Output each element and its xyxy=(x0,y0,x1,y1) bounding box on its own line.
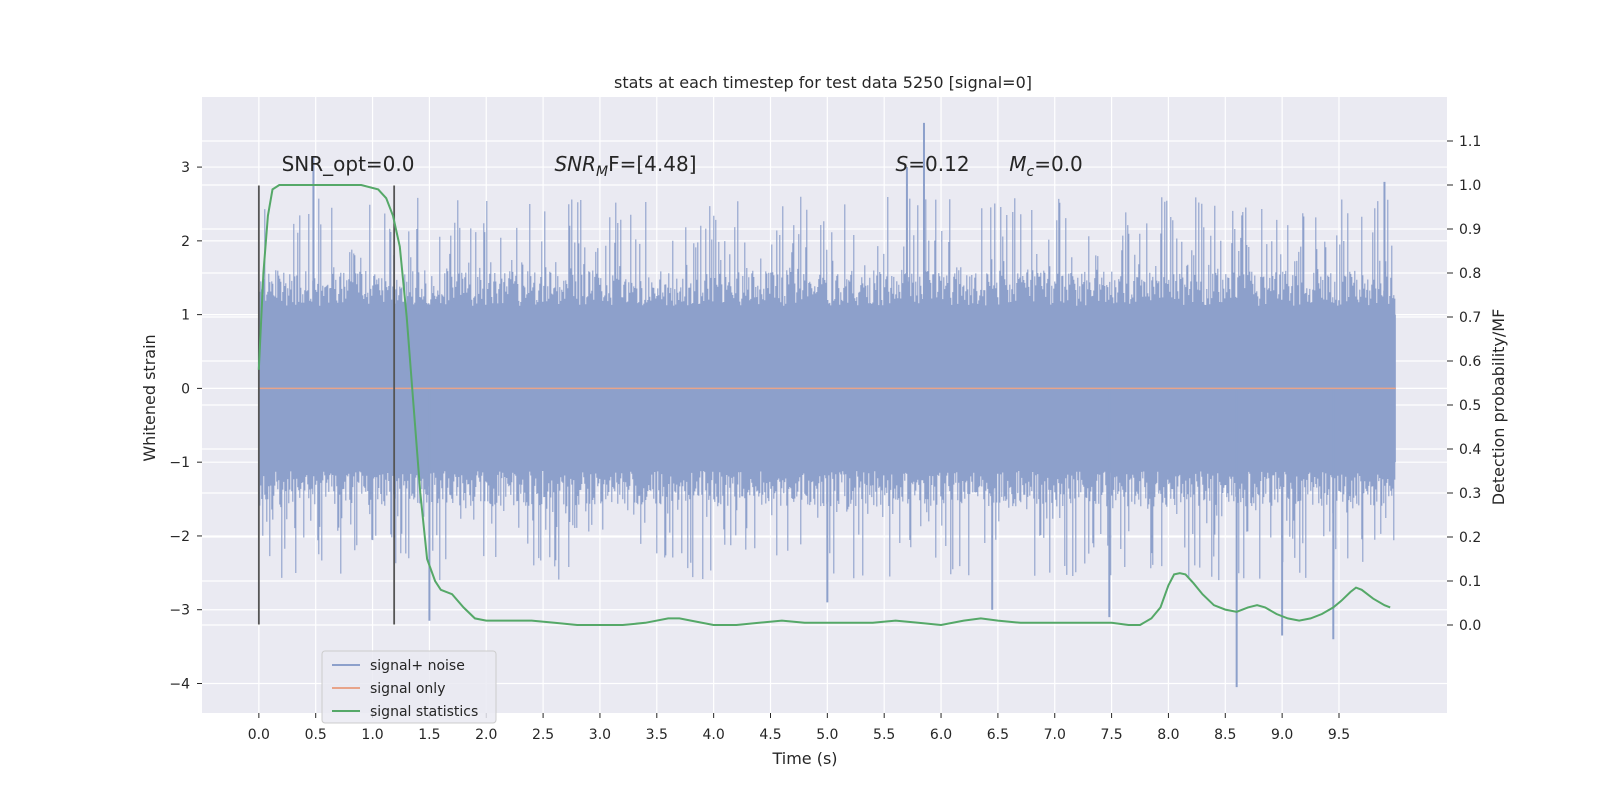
y-axis-label: Whitened strain xyxy=(140,334,159,461)
x-tick-label: 7.0 xyxy=(1044,727,1066,743)
annotations: SNR_opt=0.0 SNRMF=[4.48] S=0.12 Mc=0.0 xyxy=(282,152,1083,180)
x-tick-label: 3.0 xyxy=(589,727,611,743)
legend-box xyxy=(321,650,497,724)
y2-tick-label: 0.4 xyxy=(1459,442,1481,458)
y2-axis-ticks: 0.0 0.1 0.2 0.3 0.4 0.5 0.6 0.7 0.8 0.9 1.0 1.1 xyxy=(1447,134,1481,634)
y2-tick-label: 0.6 xyxy=(1459,354,1481,370)
y-tick-label: 1 xyxy=(181,308,190,324)
y2-tick-label: 0.8 xyxy=(1459,266,1481,282)
x-tick-label: 0.0 xyxy=(248,727,270,743)
y-tick-label: −1 xyxy=(169,455,190,471)
y-axis-ticks: −4 −3 −2 −1 0 1 2 3 xyxy=(169,160,202,692)
x-tick-label: 6.0 xyxy=(930,727,952,743)
y2-tick-label: 0.5 xyxy=(1459,398,1481,414)
legend: signal+ noise signal only signal statist… xyxy=(321,650,497,724)
x-tick-label: 8.0 xyxy=(1157,727,1179,743)
vertical-markers xyxy=(257,185,396,625)
chart-title: stats at each timestep for test data 525… xyxy=(614,73,1032,92)
y2-tick-label: 0.7 xyxy=(1459,310,1481,326)
x-tick-label: 1.0 xyxy=(361,727,383,743)
x-tick-label: 9.5 xyxy=(1328,727,1350,743)
x-tick-label: 9.0 xyxy=(1271,727,1293,743)
legend-label-noise: signal+ noise xyxy=(370,658,465,674)
y2-tick-label: 0.9 xyxy=(1459,222,1481,238)
x-tick-label: 5.0 xyxy=(816,727,838,743)
x-axis-ticks: 0.0 0.5 1.0 1.5 2.0 2.5 3.0 3.5 4.0 4.5 5.0 5.5 6.0 6… xyxy=(248,713,1350,743)
y-tick-label: −3 xyxy=(169,603,190,619)
x-tick-label: 5.5 xyxy=(873,727,895,743)
x-tick-label: 1.5 xyxy=(418,727,440,743)
y-tick-label: −4 xyxy=(169,676,190,692)
annotation-text: SNR_opt=0.0 xyxy=(282,152,415,176)
legend-label-signal: signal only xyxy=(370,681,445,697)
y2-tick-label: 1.0 xyxy=(1459,178,1481,194)
x-axis-label: Time (s) xyxy=(771,749,837,768)
y2-tick-label: 0.3 xyxy=(1459,486,1481,502)
x-tick-label: 2.5 xyxy=(532,727,554,743)
signal-statistics-line xyxy=(257,184,1391,627)
legend-label-statistics: signal statistics xyxy=(370,704,478,720)
y-tick-label: 0 xyxy=(181,381,190,397)
y2-axis-label: Detection probability/MF xyxy=(1489,309,1508,506)
y2-tick-label: 0.0 xyxy=(1459,618,1481,634)
y-tick-label: 2 xyxy=(181,234,190,250)
x-tick-label: 3.5 xyxy=(646,727,668,743)
y2-tick-label: 1.1 xyxy=(1459,134,1481,150)
annotation-text: Mc=0.0 xyxy=(1009,152,1083,180)
x-tick-label: 0.5 xyxy=(305,727,327,743)
x-tick-label: 4.0 xyxy=(703,727,725,743)
x-tick-label: 2.0 xyxy=(475,727,497,743)
x-tick-label: 6.5 xyxy=(987,727,1009,743)
y2-tick-label: 0.2 xyxy=(1459,530,1481,546)
y-tick-label: −2 xyxy=(169,529,190,545)
signal-statistics-series xyxy=(257,184,1391,627)
y2-tick-label: 0.1 xyxy=(1459,574,1481,590)
annotation-text: SNRMF=[4.48] xyxy=(554,152,696,180)
x-tick-label: 7.5 xyxy=(1100,727,1122,743)
annotation-text: S=0.12 xyxy=(896,152,970,176)
x-tick-label: 4.5 xyxy=(759,727,781,743)
x-tick-label: 8.5 xyxy=(1214,727,1236,743)
y-tick-label: 3 xyxy=(181,160,190,176)
